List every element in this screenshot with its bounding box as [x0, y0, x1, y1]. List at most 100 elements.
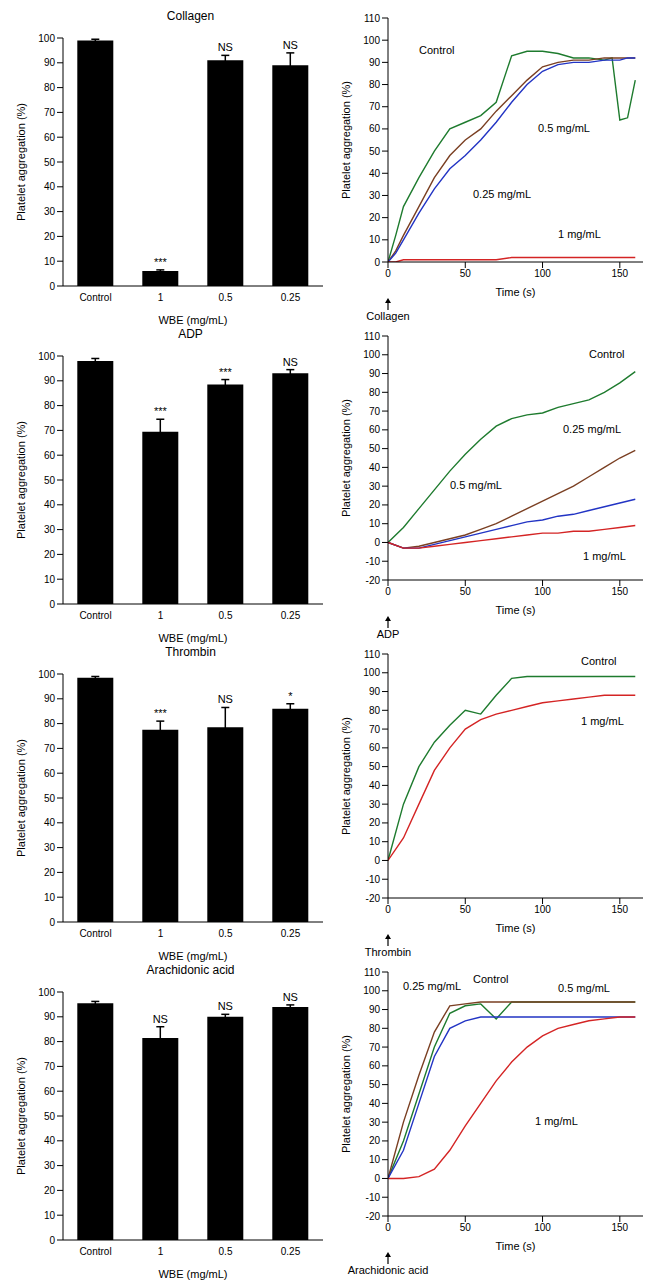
svg-text:80: 80: [369, 705, 381, 716]
svg-text:150: 150: [611, 268, 628, 279]
svg-text:40: 40: [369, 1098, 381, 1109]
svg-text:20: 20: [369, 212, 381, 223]
svg-text:40: 40: [369, 168, 381, 179]
svg-text:90: 90: [369, 686, 381, 697]
svg-text:50: 50: [460, 1222, 472, 1233]
svg-text:Control: Control: [79, 292, 111, 303]
svg-text:NS: NS: [283, 39, 298, 51]
svg-text:0: 0: [385, 586, 391, 597]
svg-text:150: 150: [611, 1222, 628, 1233]
svg-text:1: 1: [158, 1246, 164, 1257]
svg-text:-20: -20: [366, 575, 381, 586]
svg-text:Control: Control: [79, 928, 111, 939]
svg-text:Time (s): Time (s): [496, 1240, 536, 1252]
svg-text:100: 100: [38, 33, 55, 44]
svg-text:70: 70: [369, 406, 381, 417]
svg-text:0: 0: [385, 268, 391, 279]
svg-text:70: 70: [44, 743, 56, 754]
svg-text:50: 50: [460, 904, 472, 915]
svg-text:0.25: 0.25: [281, 610, 301, 621]
svg-text:NS: NS: [218, 41, 233, 53]
svg-text:150: 150: [611, 904, 628, 915]
svg-text:20: 20: [44, 231, 56, 242]
svg-text:110: 110: [364, 649, 380, 660]
svg-text:WBE (mg/mL): WBE (mg/mL): [158, 950, 227, 962]
svg-text:-10: -10: [366, 556, 381, 567]
svg-text:90: 90: [369, 1004, 381, 1015]
svg-text:50: 50: [44, 157, 56, 168]
svg-text:60: 60: [369, 424, 381, 435]
svg-text:10: 10: [44, 574, 56, 585]
svg-text:100: 100: [363, 985, 380, 996]
svg-text:100: 100: [534, 1222, 551, 1233]
svg-text:20: 20: [44, 1185, 56, 1196]
svg-text:WBE (mg/mL): WBE (mg/mL): [158, 314, 227, 326]
svg-text:80: 80: [44, 1036, 56, 1047]
svg-text:WBE (mg/mL): WBE (mg/mL): [158, 632, 227, 644]
svg-text:100: 100: [363, 349, 380, 360]
svg-text:50: 50: [369, 443, 381, 454]
svg-text:70: 70: [369, 101, 381, 112]
svg-text:*: *: [288, 690, 293, 702]
svg-text:10: 10: [44, 256, 56, 267]
svg-text:NS: NS: [283, 356, 298, 368]
svg-text:80: 80: [369, 387, 381, 398]
svg-text:Control: Control: [79, 610, 111, 621]
svg-text:Platelet aggregation (%): Platelet aggregation (%): [15, 421, 27, 539]
svg-text:Time (s): Time (s): [496, 604, 536, 616]
svg-text:50: 50: [369, 761, 381, 772]
svg-text:80: 80: [44, 400, 56, 411]
svg-text:10: 10: [369, 234, 381, 245]
svg-text:40: 40: [369, 462, 381, 473]
svg-text:10: 10: [44, 892, 56, 903]
svg-text:20: 20: [369, 1135, 381, 1146]
svg-text:0.5: 0.5: [219, 292, 233, 303]
svg-text:30: 30: [369, 481, 381, 492]
svg-text:40: 40: [44, 181, 56, 192]
svg-text:20: 20: [369, 817, 381, 828]
svg-text:1: 1: [158, 610, 164, 621]
svg-text:40: 40: [44, 817, 56, 828]
svg-text:Platelet aggregation (%): Platelet aggregation (%): [340, 717, 352, 835]
svg-text:0.25: 0.25: [281, 292, 301, 303]
svg-text:0: 0: [49, 917, 55, 928]
svg-text:***: ***: [154, 256, 168, 268]
svg-text:40: 40: [44, 499, 56, 510]
svg-text:60: 60: [369, 742, 381, 753]
svg-text:20: 20: [44, 549, 56, 560]
svg-text:Time (s): Time (s): [496, 922, 536, 934]
svg-text:0: 0: [385, 904, 391, 915]
svg-text:50: 50: [44, 793, 56, 804]
svg-text:Platelet aggregation (%): Platelet aggregation (%): [340, 399, 352, 517]
svg-text:0.5: 0.5: [219, 610, 233, 621]
svg-text:30: 30: [44, 842, 56, 853]
svg-text:60: 60: [44, 132, 56, 143]
svg-text:70: 70: [44, 425, 56, 436]
svg-text:40: 40: [44, 1135, 56, 1146]
svg-text:60: 60: [44, 450, 56, 461]
svg-text:1: 1: [158, 292, 164, 303]
svg-text:30: 30: [369, 1117, 381, 1128]
svg-text:0: 0: [374, 855, 380, 866]
svg-text:50: 50: [369, 1079, 381, 1090]
svg-text:60: 60: [369, 1060, 381, 1071]
svg-text:0: 0: [49, 281, 55, 292]
svg-text:100: 100: [363, 667, 380, 678]
svg-text:80: 80: [369, 79, 381, 90]
svg-text:Platelet aggregation (%): Platelet aggregation (%): [340, 1035, 352, 1153]
svg-text:10: 10: [44, 1210, 56, 1221]
svg-text:110: 110: [364, 13, 380, 24]
svg-text:100: 100: [534, 904, 551, 915]
svg-text:100: 100: [38, 351, 55, 362]
svg-text:Platelet aggregation (%): Platelet aggregation (%): [340, 81, 352, 199]
svg-text:***: ***: [154, 707, 168, 719]
svg-text:0: 0: [385, 1222, 391, 1233]
svg-text:60: 60: [369, 123, 381, 134]
svg-text:110: 110: [364, 331, 380, 342]
svg-text:70: 70: [369, 1042, 381, 1053]
svg-text:0: 0: [49, 1235, 55, 1246]
svg-text:20: 20: [44, 867, 56, 878]
svg-text:50: 50: [460, 586, 472, 597]
svg-text:70: 70: [44, 1061, 56, 1072]
svg-text:-10: -10: [366, 874, 381, 885]
